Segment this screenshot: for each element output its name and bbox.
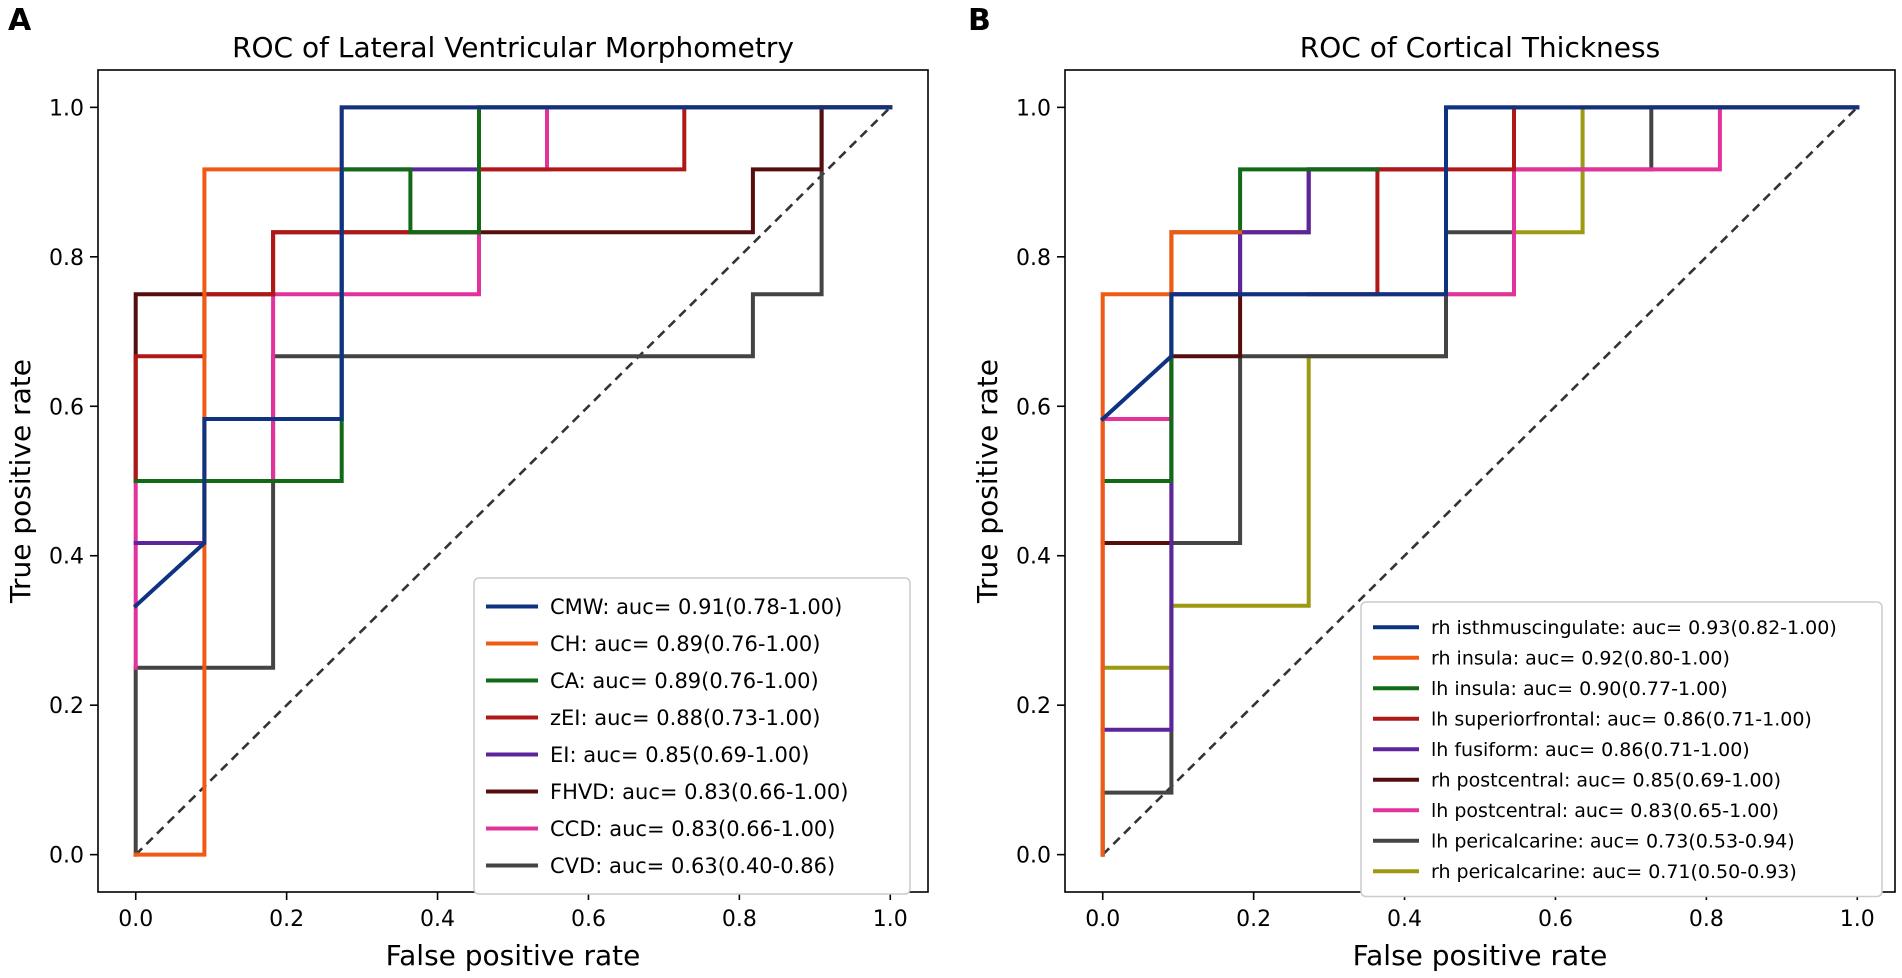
roc-curves xyxy=(1099,105,1860,857)
legend: rh isthmuscingulate: auc= 0.93(0.82-1.00… xyxy=(1360,601,1883,898)
x-tick-label: 0.4 xyxy=(420,907,455,932)
y-tick-label: 0.4 xyxy=(1016,545,1051,570)
panel-b-cortical-thickness-roc: B ROC of Cortical Thickness 0.0 0.2 0.4 0.6 0.… xyxy=(968,3,1896,972)
x-tick-label: 0.6 xyxy=(571,907,606,932)
legend-entry-cvd: CVD: auc= 0.63(0.40-0.86) xyxy=(550,854,835,878)
legend-entry-lh-fusiform: lh fusiform: auc= 0.86(0.71-1.00) xyxy=(1431,739,1750,761)
y-tick-label: 0.8 xyxy=(49,246,84,271)
y-tick-label: 0.8 xyxy=(1016,246,1051,271)
x-axis-label: False positive rate xyxy=(1353,939,1608,972)
y-axis-label: True positive rate xyxy=(971,359,1004,604)
roc-curve-cmw xyxy=(132,105,893,609)
legend-entry-lh-insula: lh insula: auc= 0.90(0.77-1.00) xyxy=(1431,678,1728,700)
x-axis-label: False positive rate xyxy=(386,939,641,972)
panel-letter: B xyxy=(968,3,991,38)
roc-curve-lh-postcentral xyxy=(1100,105,1860,670)
y-tick-label: 0.0 xyxy=(1016,844,1051,869)
legend-entry-zei: zEI: auc= 0.88(0.73-1.00) xyxy=(550,706,820,730)
legend-entry-fhvd: FHVD: auc= 0.83(0.66-1.00) xyxy=(550,780,848,804)
legend-box xyxy=(473,577,911,895)
roc-curve-ei xyxy=(133,105,893,545)
y-tick-label: 0.2 xyxy=(49,694,84,719)
legend: CMW: auc= 0.91(0.78-1.00) CH: auc= 0.89(0… xyxy=(473,577,911,895)
panel-a-lateral-ventricular-roc: A ROC of Lateral Ventricular Morphometry 0… xyxy=(4,3,929,972)
y-tick-label: 0.6 xyxy=(1016,395,1051,420)
chart-title: ROC of Cortical Thickness xyxy=(1300,31,1660,64)
x-tick-label: 0.6 xyxy=(1538,907,1573,932)
legend-box xyxy=(1360,601,1883,898)
roc-curve-zei xyxy=(133,105,893,483)
y-tick-label: 0.0 xyxy=(49,844,84,869)
legend-entry-lh-pericalcarine: lh pericalcarine: auc= 0.73(0.53-0.94) xyxy=(1431,831,1795,853)
y-tick-label: 1.0 xyxy=(1016,96,1051,121)
x-tick-label: 0.4 xyxy=(1387,907,1422,932)
legend-entry-cmw: CMW: auc= 0.91(0.78-1.00) xyxy=(550,595,842,619)
x-tick-label: 0.2 xyxy=(1236,907,1271,932)
legend-entry-rh-isthmuscingulate: rh isthmuscingulate: auc= 0.93(0.82-1.00… xyxy=(1431,617,1837,639)
chance-diagonal-line xyxy=(1101,106,1859,856)
roc-curve-ca xyxy=(133,105,893,483)
legend-entry-ei: EI: auc= 0.85(0.69-1.00) xyxy=(550,743,809,767)
x-tick-label: 0.8 xyxy=(1689,907,1724,932)
legend-entry-rh-insula: rh insula: auc= 0.92(0.80-1.00) xyxy=(1431,648,1730,670)
legend-entry-ccd: CCD: auc= 0.83(0.66-1.00) xyxy=(550,817,835,841)
chart-title: ROC of Lateral Ventricular Morphometry xyxy=(232,31,794,64)
y-tick-label: 1.0 xyxy=(49,96,84,121)
x-tick-label: 0.8 xyxy=(722,907,757,932)
roc-curve-rh-isthmuscingulate xyxy=(1099,105,1860,422)
x-tick-label: 1.0 xyxy=(1840,907,1875,932)
roc-curves xyxy=(132,105,893,857)
y-tick-label: 0.6 xyxy=(49,395,84,420)
legend-entry-ch: CH: auc= 0.89(0.76-1.00) xyxy=(550,632,820,656)
x-tick-label: 0.0 xyxy=(1085,907,1120,932)
legend-entry-rh-postcentral: rh postcentral: auc= 0.85(0.69-1.00) xyxy=(1431,770,1781,792)
y-tick-label: 0.4 xyxy=(49,545,84,570)
x-tick-label: 1.0 xyxy=(873,907,908,932)
y-axis-label: True positive rate xyxy=(4,359,37,604)
chance-diagonal-line xyxy=(134,106,892,856)
x-tick-label: 0.0 xyxy=(118,907,153,932)
legend-entry-lh-postcentral: lh postcentral: auc= 0.83(0.65-1.00) xyxy=(1431,800,1779,822)
y-tick-label: 0.2 xyxy=(1016,694,1051,719)
x-tick-label: 0.2 xyxy=(269,907,304,932)
roc-curve-fhvd xyxy=(133,105,893,483)
legend-entry-ca: CA: auc= 0.89(0.76-1.00) xyxy=(550,669,819,693)
legend-entry-rh-pericalcarine: rh pericalcarine: auc= 0.71(0.50-0.93) xyxy=(1431,861,1797,883)
panel-letter: A xyxy=(8,3,32,38)
legend-entry-lh-superiorfrontal: lh superiorfrontal: auc= 0.86(0.71-1.00) xyxy=(1431,709,1812,731)
